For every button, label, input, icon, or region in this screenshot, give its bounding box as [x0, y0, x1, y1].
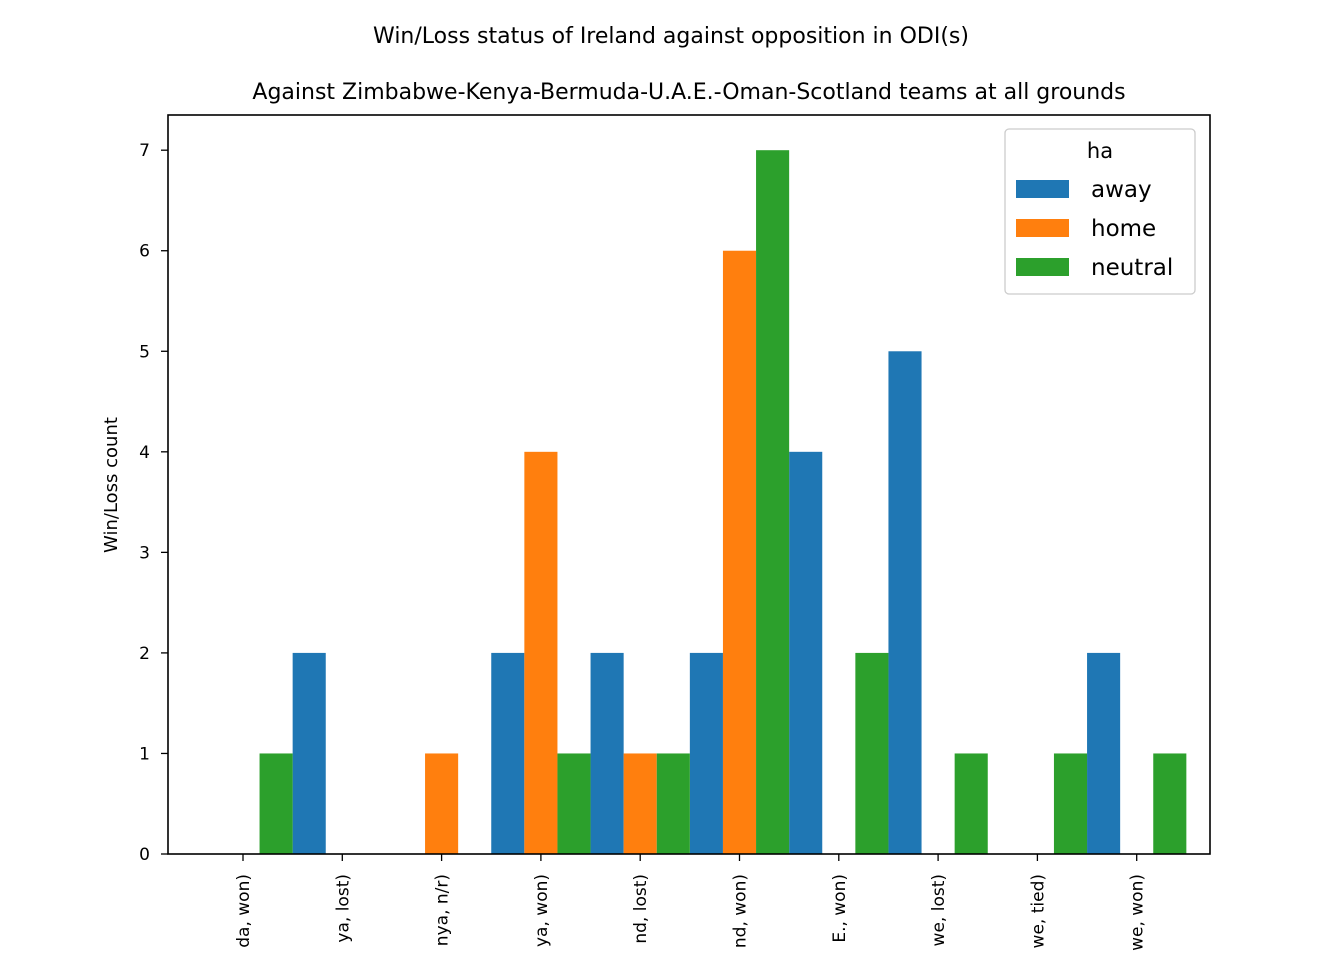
bar-neutral-4	[656, 753, 690, 854]
bar-neutral-5	[756, 150, 790, 854]
x-tick-label: we, won)	[1128, 874, 1148, 951]
y-tick-label: 3	[139, 543, 150, 563]
x-tick-label: E., won)	[830, 874, 850, 943]
bar-away-9	[1087, 652, 1121, 854]
y-tick-label: 2	[139, 644, 150, 664]
x-tick-label: ya, lost)	[333, 874, 353, 943]
legend-label-home: home	[1091, 216, 1156, 242]
x-tick-label: nya, n/r)	[433, 874, 453, 946]
bar-away-6	[789, 451, 823, 854]
x-tick-label: nd, won)	[731, 874, 751, 948]
bar-home-2	[425, 753, 459, 854]
bar-away-4	[590, 652, 624, 854]
y-tick-label: 4	[139, 443, 150, 463]
x-tick-label: we, lost)	[929, 874, 949, 946]
y-axis-label: Win/Loss count	[101, 417, 122, 553]
x-tick-label: we, tied)	[1028, 874, 1048, 948]
y-tick-label: 0	[139, 845, 150, 865]
y-tick-label: 1	[139, 744, 150, 764]
chart-subtitle: Against Zimbabwe-Kenya-Bermuda-U.A.E.-Om…	[252, 80, 1125, 105]
legend-swatch-away	[1016, 180, 1069, 198]
bar-neutral-7	[954, 753, 988, 854]
y-axis: 0 1 2 3 4 5 6 7	[139, 141, 168, 865]
bar-home-3	[524, 451, 558, 854]
y-tick-label: 6	[139, 242, 150, 262]
x-tick-label: ya, won)	[532, 874, 552, 947]
legend-box	[1004, 128, 1196, 295]
legend-label-neutral: neutral	[1091, 255, 1173, 281]
bar-home-5	[722, 250, 757, 855]
x-axis: da, won) ya, lost) nya, n/r) ya, won) nd, lo…	[234, 854, 1148, 951]
y-tick-label: 7	[139, 141, 150, 161]
legend-label-away: away	[1091, 177, 1152, 203]
bar-away-5	[689, 652, 723, 854]
bar-away-1	[292, 652, 326, 854]
chart-title: Win/Loss status of Ireland against oppos…	[373, 24, 969, 49]
bar-neutral-6	[855, 652, 889, 854]
bar-neutral-3	[557, 753, 591, 854]
bar-away-3	[491, 652, 525, 854]
x-tick-label: da, won)	[234, 874, 254, 948]
bars-layer	[259, 150, 1187, 855]
bar-neutral-0	[259, 753, 293, 854]
legend-swatch-neutral	[1016, 258, 1069, 276]
x-tick-label: nd, lost)	[631, 874, 651, 944]
legend: ha away home neutral	[1004, 128, 1196, 295]
bar-neutral-8	[1053, 753, 1088, 854]
bar-home-4	[623, 753, 657, 854]
bar-neutral-9	[1153, 753, 1187, 854]
plot-frame	[167, 114, 1211, 855]
legend-swatch-home	[1016, 219, 1069, 237]
bar-away-7	[888, 351, 922, 854]
legend-title: ha	[1087, 139, 1113, 163]
y-tick-label: 5	[139, 342, 150, 362]
